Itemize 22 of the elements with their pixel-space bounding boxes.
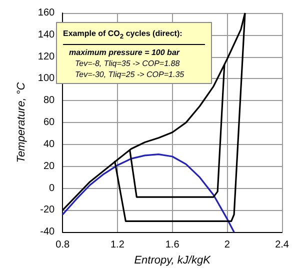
y-tick-label: 160 <box>38 8 56 18</box>
y-tick-label: 120 <box>38 51 56 62</box>
y-tick-label: 60 <box>43 117 56 128</box>
y-tick-label: 100 <box>38 73 56 84</box>
annotation: maximum pressure = 100 bar <box>68 46 181 58</box>
y-tick-label: 20 <box>43 160 56 172</box>
annotation: Tev=-30, Tliq=25 -> COP=1.35 <box>74 68 186 80</box>
y-tick-label: 80 <box>43 95 56 106</box>
y-tick-label: 140 <box>38 29 56 40</box>
annotation: Tev=-8, Tliq=35 -> COP=1.88 <box>74 58 181 69</box>
x-axis-title: Entropy, kJ/kgK <box>134 254 212 266</box>
y-tick-label: 40 <box>43 138 56 150</box>
y-tick-label: 0 <box>49 182 56 194</box>
x-tick-label: 1.2 <box>110 240 125 251</box>
x-tick-label: 2 <box>224 240 230 251</box>
y-tick-label: -20 <box>40 204 56 216</box>
x-tick-label: 0.8 <box>56 240 70 251</box>
x-tick-label: 2.4 <box>275 240 290 251</box>
annotation: Example of CO$_{2}$ cycles (direct): <box>63 28 205 45</box>
y-tick-label: -40 <box>40 226 56 238</box>
y-axis-title: Temperature, °C <box>16 82 28 163</box>
x-tick-label: 1.6 <box>165 240 180 251</box>
